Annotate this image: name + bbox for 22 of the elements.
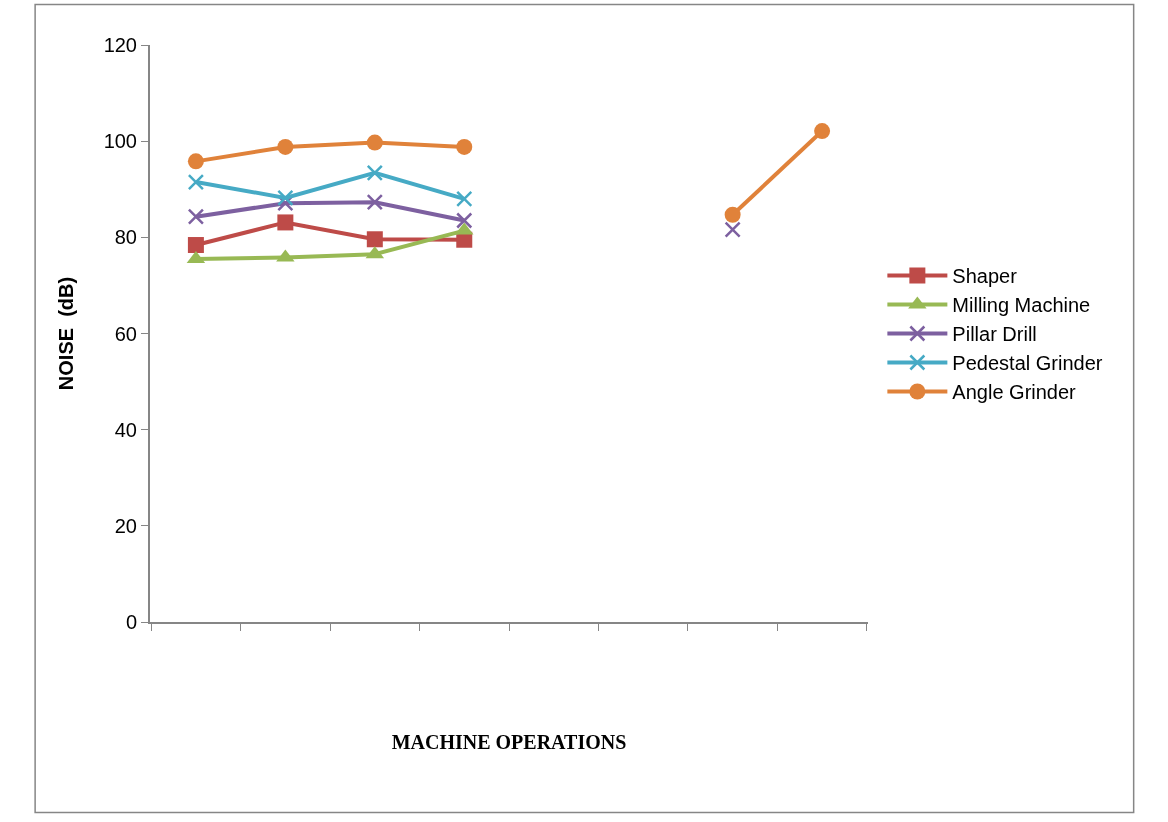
point	[366, 164, 384, 182]
y-tick-label: 100	[103, 130, 137, 153]
y-tick-label: 120	[103, 34, 137, 56]
point	[814, 123, 831, 140]
x-axis-title: MACHINE OPERATIONS	[391, 731, 627, 754]
point	[456, 190, 473, 208]
y-axis-title: NOISE (dB)	[54, 276, 77, 391]
legend-label: Angle Grinder	[952, 381, 1077, 404]
point	[187, 237, 204, 254]
legend-label: Shaper	[952, 265, 1018, 288]
point	[187, 173, 205, 191]
y-tick-label: 80	[114, 226, 137, 249]
point	[724, 206, 741, 223]
legend-label: Milling Machine	[952, 294, 1091, 317]
point	[724, 221, 741, 238]
y-tick-label: 0	[125, 611, 137, 633]
y-tick-label: 20	[114, 514, 137, 537]
point	[366, 231, 383, 248]
legend-label: Pillar Drill	[952, 323, 1037, 346]
y-tick-label: 40	[114, 418, 137, 441]
legend-label: Pedestal Grinder	[952, 352, 1103, 375]
y-tick-label: 60	[114, 322, 137, 345]
